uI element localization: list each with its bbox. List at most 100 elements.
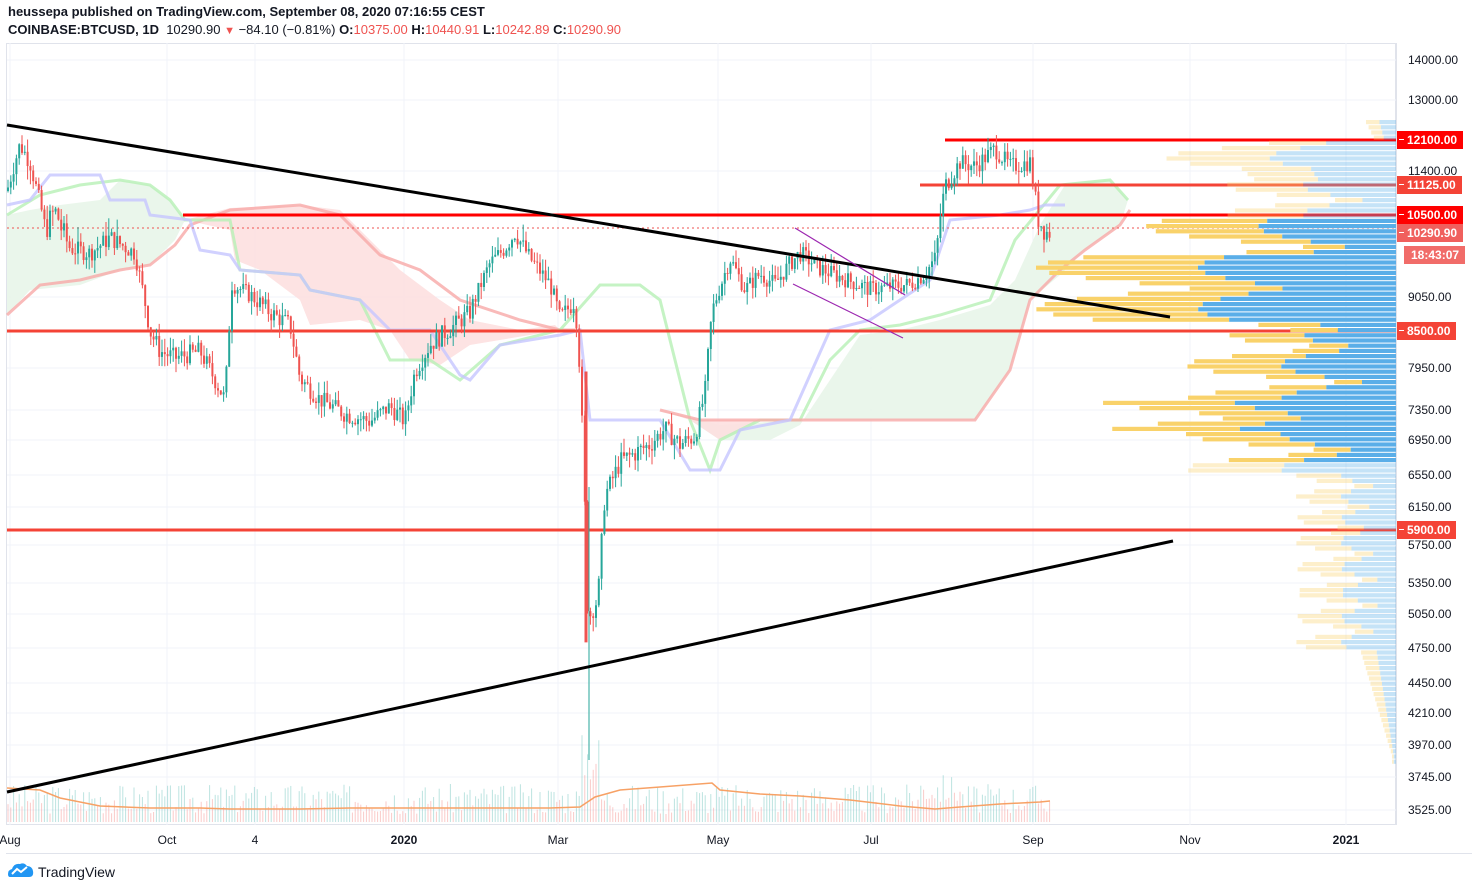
candle-body bbox=[200, 342, 203, 356]
volume-profile-bar-up bbox=[1307, 187, 1396, 192]
volume-profile-bar-down bbox=[1335, 198, 1363, 203]
volume-profile-bar-up bbox=[1281, 468, 1396, 473]
candle-body bbox=[687, 436, 690, 439]
candle-body bbox=[158, 335, 161, 357]
volume-profile-bar-up bbox=[1326, 140, 1396, 145]
candle-body bbox=[908, 278, 911, 283]
volume-profile-bar-down bbox=[1320, 572, 1355, 577]
price-tick-label: 9050.00 bbox=[1408, 290, 1452, 304]
volume-profile-bar-down bbox=[1389, 744, 1393, 749]
candle-body bbox=[357, 419, 359, 425]
candle-body bbox=[71, 248, 74, 254]
candle-body bbox=[945, 179, 947, 194]
price-level-tag[interactable]: 10500.00 bbox=[1397, 206, 1464, 224]
volume-profile-bar-down bbox=[1047, 260, 1205, 265]
volume-profile-bar-down bbox=[1333, 556, 1362, 561]
candle-body bbox=[855, 287, 858, 290]
volume-profile-bar-up bbox=[1314, 172, 1396, 177]
candle-body bbox=[911, 282, 914, 288]
volume-profile-bar-down bbox=[1248, 442, 1315, 447]
candle-body bbox=[614, 466, 617, 479]
candle-body bbox=[561, 309, 564, 311]
volume-profile-bar-down bbox=[1297, 515, 1342, 520]
volume-profile-bar-up bbox=[1282, 161, 1396, 166]
candle-body bbox=[861, 282, 863, 289]
candle-body bbox=[553, 288, 555, 295]
candle-body bbox=[1026, 161, 1029, 172]
volume-profile-bar-up bbox=[1384, 697, 1396, 702]
candle-body bbox=[270, 314, 273, 321]
candle-body bbox=[144, 285, 147, 307]
bar-countdown-tag[interactable]: 18:43:07 bbox=[1404, 246, 1466, 264]
candle-body bbox=[928, 267, 931, 278]
price-level-tag[interactable]: 12100.00 bbox=[1397, 131, 1464, 149]
candle-body bbox=[880, 285, 883, 293]
candle-body bbox=[777, 278, 779, 280]
volume-profile-bar-down bbox=[1092, 317, 1230, 322]
volume-profile-bar-up bbox=[1382, 686, 1396, 691]
candle-body bbox=[1012, 158, 1015, 160]
volume-profile-bar-up bbox=[1379, 666, 1396, 671]
volume-profile-bar-up bbox=[1282, 234, 1396, 239]
candle-body bbox=[21, 144, 23, 153]
time-tick-label: 2021 bbox=[1332, 833, 1360, 847]
symbol-label[interactable]: COINBASE:BTCUSD, 1D bbox=[8, 22, 159, 37]
volume-profile-bar-down bbox=[1372, 686, 1383, 691]
candle-body bbox=[984, 154, 987, 163]
price-tick-label: 6550.00 bbox=[1408, 468, 1452, 482]
volume-profile-bar-down bbox=[1234, 208, 1308, 213]
kijun-line bbox=[6, 173, 1065, 472]
price-level-tag[interactable]: 8500.00 bbox=[1397, 322, 1457, 340]
candle-body bbox=[51, 210, 54, 212]
candle-body bbox=[7, 187, 9, 191]
open-value: 10375.00 bbox=[353, 22, 408, 37]
volume-profile-bar-down bbox=[1367, 671, 1381, 676]
price-level-tag[interactable]: 10290.90 bbox=[1397, 224, 1464, 242]
candle-body bbox=[488, 263, 491, 268]
candle-body bbox=[362, 416, 365, 420]
candle-body bbox=[29, 166, 32, 171]
candle-body bbox=[189, 344, 191, 364]
volume-profile-bar-down bbox=[1221, 146, 1301, 151]
candle-body bbox=[897, 281, 900, 288]
tradingview-logo[interactable]: TradingView bbox=[8, 862, 115, 881]
candle-body bbox=[197, 342, 200, 352]
candle-body bbox=[435, 332, 438, 349]
price-axis[interactable] bbox=[1396, 43, 1472, 825]
volume-profile-bar-up bbox=[1263, 229, 1396, 234]
volume-profile-bar-up bbox=[1341, 541, 1396, 546]
volume-profile-bar-up bbox=[1285, 359, 1396, 364]
price-tick-label: 6150.00 bbox=[1408, 500, 1452, 514]
volume-profile-bar-up bbox=[1342, 593, 1396, 598]
volume-profile-bar-up bbox=[1393, 754, 1396, 759]
volume-profile-bar-down bbox=[1392, 754, 1394, 759]
candle-body bbox=[788, 256, 791, 264]
candle-body bbox=[415, 374, 418, 377]
price-level-tag[interactable]: 5900.00 bbox=[1397, 521, 1457, 539]
volume-profile-bar-down bbox=[1368, 676, 1382, 681]
candle-body bbox=[569, 309, 572, 314]
time-tick-label: Nov bbox=[1179, 833, 1201, 847]
candle-body bbox=[917, 278, 919, 289]
channel-upper-line bbox=[794, 227, 906, 296]
volume-profile-bar-up bbox=[1239, 426, 1396, 431]
candle-body bbox=[233, 290, 236, 294]
candle-body bbox=[161, 352, 163, 357]
candle-body bbox=[261, 297, 264, 305]
candle-body bbox=[757, 272, 760, 277]
volume-profile-bar-down bbox=[1215, 390, 1297, 395]
channel-lower-line bbox=[792, 283, 904, 339]
candle-body bbox=[813, 258, 816, 264]
price-level-tag[interactable]: 11125.00 bbox=[1397, 176, 1462, 194]
volume-profile-bar-up bbox=[1300, 146, 1396, 151]
candle-body bbox=[37, 183, 40, 190]
volume-ma-line bbox=[6, 782, 1051, 810]
volume-profile-bar-down bbox=[1240, 239, 1311, 244]
volume-profile-bar-down bbox=[1161, 218, 1268, 223]
price-tick-label: 7950.00 bbox=[1408, 361, 1452, 375]
candle-body bbox=[676, 436, 679, 439]
time-axis[interactable] bbox=[6, 825, 1472, 854]
volume-profile-bar-up bbox=[1341, 614, 1396, 619]
candle-body bbox=[586, 501, 589, 612]
